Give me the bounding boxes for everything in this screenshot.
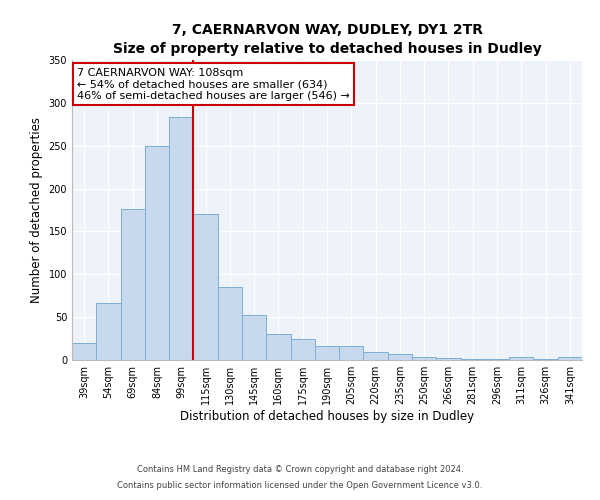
Text: 7 CAERNARVON WAY: 108sqm
← 54% of detached houses are smaller (634)
46% of semi-: 7 CAERNARVON WAY: 108sqm ← 54% of detach… — [77, 68, 350, 100]
Bar — [266, 334, 290, 360]
Bar — [72, 343, 96, 360]
Bar — [558, 358, 582, 360]
Bar — [193, 214, 218, 360]
Bar — [412, 358, 436, 360]
Text: Contains HM Land Registry data © Crown copyright and database right 2024.: Contains HM Land Registry data © Crown c… — [137, 466, 463, 474]
Bar — [339, 346, 364, 360]
Bar — [242, 316, 266, 360]
Bar — [436, 358, 461, 360]
X-axis label: Distribution of detached houses by size in Dudley: Distribution of detached houses by size … — [180, 410, 474, 423]
Bar — [364, 352, 388, 360]
Bar — [145, 146, 169, 360]
Bar — [96, 302, 121, 360]
Bar — [218, 287, 242, 360]
Y-axis label: Number of detached properties: Number of detached properties — [30, 117, 43, 303]
Bar — [461, 359, 485, 360]
Bar — [290, 340, 315, 360]
Bar — [533, 359, 558, 360]
Title: 7, CAERNARVON WAY, DUDLEY, DY1 2TR
Size of property relative to detached houses : 7, CAERNARVON WAY, DUDLEY, DY1 2TR Size … — [113, 22, 541, 56]
Bar — [509, 358, 533, 360]
Text: Contains public sector information licensed under the Open Government Licence v3: Contains public sector information licen… — [118, 480, 482, 490]
Bar — [169, 118, 193, 360]
Bar — [121, 209, 145, 360]
Bar — [315, 346, 339, 360]
Bar — [388, 354, 412, 360]
Bar — [485, 359, 509, 360]
